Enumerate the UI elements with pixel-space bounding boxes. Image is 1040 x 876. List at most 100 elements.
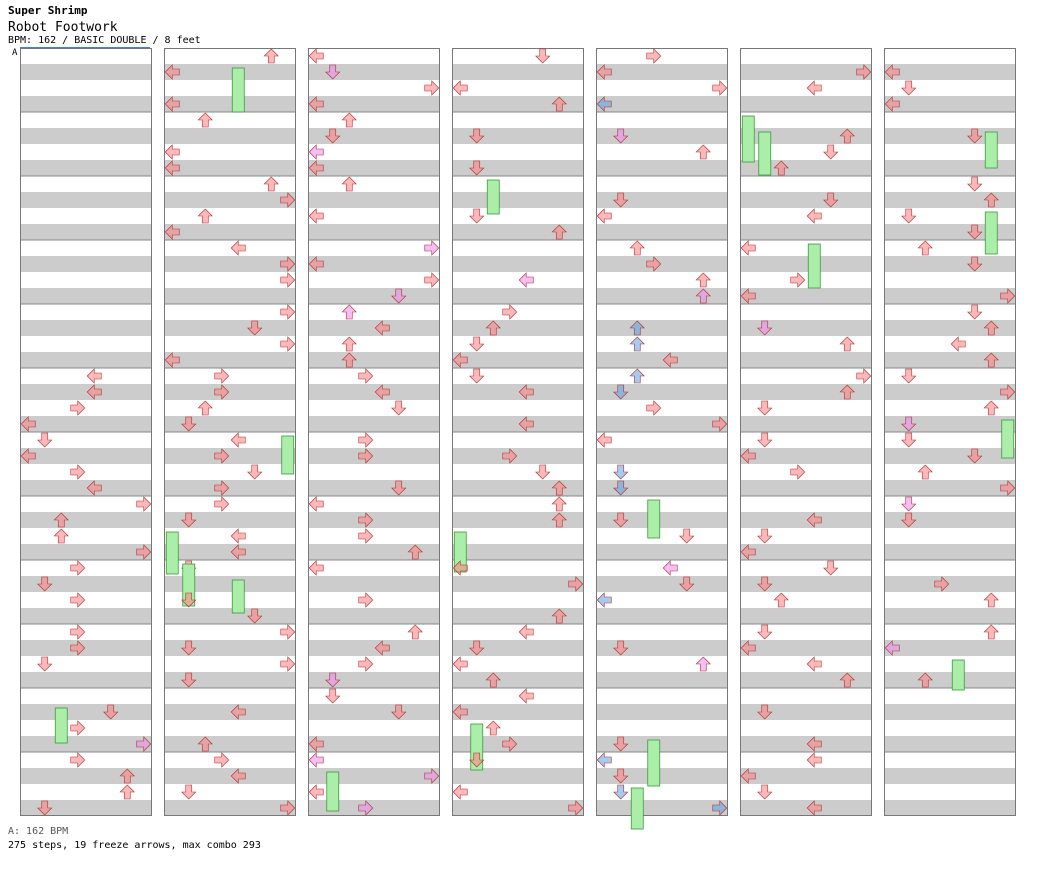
beat-stripe xyxy=(164,544,296,560)
step-arrow xyxy=(119,784,135,800)
beat-stripe xyxy=(20,160,152,176)
step-arrow xyxy=(136,544,152,560)
beat-stripe xyxy=(596,64,728,80)
step-arrow xyxy=(469,336,485,352)
beat-stripe xyxy=(164,736,296,752)
step-arrow xyxy=(358,432,374,448)
beat-stripe xyxy=(740,288,872,304)
chart-column xyxy=(20,48,152,816)
step-arrow xyxy=(740,544,756,560)
beat-stripe xyxy=(452,352,584,368)
beat-stripe xyxy=(308,640,440,656)
step-arrow xyxy=(308,784,324,800)
beat-stripe xyxy=(20,384,152,400)
step-arrow xyxy=(280,304,296,320)
beat-stripe xyxy=(164,800,296,816)
beat-stripe xyxy=(596,480,728,496)
step-arrow xyxy=(391,704,407,720)
step-arrow xyxy=(757,784,773,800)
step-arrow xyxy=(341,352,357,368)
beat-stripe xyxy=(308,128,440,144)
beat-stripe xyxy=(20,64,152,80)
step-arrow xyxy=(839,128,855,144)
step-arrow xyxy=(856,368,872,384)
step-arrow xyxy=(485,320,501,336)
beat-stripe xyxy=(452,96,584,112)
step-arrow xyxy=(967,256,983,272)
step-arrow xyxy=(983,592,999,608)
beat-stripe xyxy=(740,480,872,496)
beat-stripe xyxy=(452,800,584,816)
beat-stripe xyxy=(164,512,296,528)
step-arrow xyxy=(469,752,485,768)
beat-stripe xyxy=(164,224,296,240)
beat-stripe xyxy=(884,480,1016,496)
step-arrow xyxy=(839,384,855,400)
beat-stripe xyxy=(164,576,296,592)
beat-stripe xyxy=(740,768,872,784)
step-arrow xyxy=(790,464,806,480)
freeze-arrow xyxy=(807,243,821,289)
step-arrow xyxy=(596,432,612,448)
beat-stripe xyxy=(308,160,440,176)
step-arrow xyxy=(613,512,629,528)
beat-stripe xyxy=(740,416,872,432)
step-arrow xyxy=(53,528,69,544)
step-arrow xyxy=(740,448,756,464)
freeze-arrow xyxy=(326,771,340,812)
step-arrow xyxy=(53,512,69,528)
bpm-marker: A xyxy=(12,48,18,58)
step-arrow xyxy=(551,496,567,512)
step-arrow xyxy=(280,624,296,640)
step-arrow xyxy=(164,96,180,112)
step-arrow xyxy=(983,192,999,208)
step-arrow xyxy=(469,128,485,144)
column-border xyxy=(308,48,440,816)
step-arrow xyxy=(740,240,756,256)
beat-stripe xyxy=(596,192,728,208)
beat-stripe xyxy=(884,160,1016,176)
step-arrow xyxy=(967,448,983,464)
step-arrow xyxy=(214,480,230,496)
step-arrow xyxy=(391,400,407,416)
beat-stripe xyxy=(308,736,440,752)
step-arrow xyxy=(1000,384,1016,400)
beat-stripe xyxy=(884,352,1016,368)
step-arrow xyxy=(485,672,501,688)
step-arrow xyxy=(613,480,629,496)
step-arrow xyxy=(136,496,152,512)
step-arrow xyxy=(629,240,645,256)
beat-stripe xyxy=(596,448,728,464)
step-arrow xyxy=(823,144,839,160)
step-arrow xyxy=(103,704,119,720)
step-arrow xyxy=(790,272,806,288)
step-arrow xyxy=(424,80,440,96)
column-border xyxy=(20,48,152,816)
beat-stripe xyxy=(20,544,152,560)
step-arrow xyxy=(646,400,662,416)
beat-stripe xyxy=(20,448,152,464)
beat-stripe xyxy=(884,128,1016,144)
beat-stripe xyxy=(596,256,728,272)
step-arrow xyxy=(757,320,773,336)
beat-stripe xyxy=(20,576,152,592)
beat-stripe xyxy=(740,544,872,560)
step-arrow xyxy=(214,752,230,768)
beat-stripe xyxy=(20,224,152,240)
step-arrow xyxy=(629,336,645,352)
step-arrow xyxy=(485,720,501,736)
step-arrow xyxy=(568,576,584,592)
step-arrow xyxy=(806,208,822,224)
beat-stripe xyxy=(164,448,296,464)
beat-stripe xyxy=(740,96,872,112)
step-arrow xyxy=(757,400,773,416)
beat-stripe xyxy=(308,352,440,368)
step-arrow xyxy=(806,656,822,672)
step-arrow xyxy=(950,336,966,352)
beat-stripe xyxy=(20,480,152,496)
beat-stripe xyxy=(308,608,440,624)
step-arrow xyxy=(280,800,296,816)
step-arrow xyxy=(164,352,180,368)
step-arrow xyxy=(70,624,86,640)
beat-stripe xyxy=(308,320,440,336)
